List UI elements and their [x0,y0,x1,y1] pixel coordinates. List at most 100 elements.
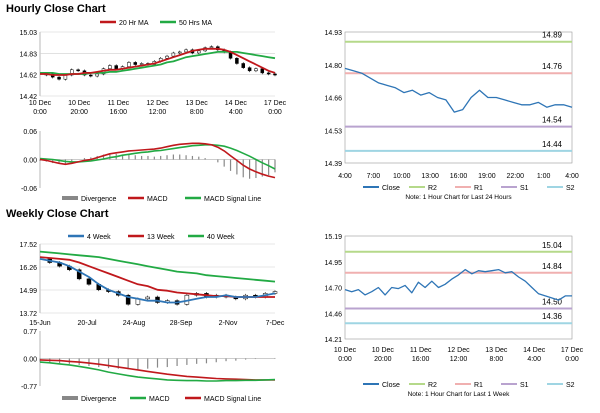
hourly-price-x-tick-5-time: 4:00 [229,109,243,116]
weekly-price-y-tick-2: 14.99 [19,288,37,295]
weekly-levels-level-s2-label: 14.36 [542,312,563,321]
hourly-price-candle-8 [89,74,93,77]
hourly-levels-y-tick-0: 14.93 [324,30,342,37]
weekly-legend-40-week-label: 40 Week [207,234,235,241]
hourly-price-candle-33 [247,67,252,72]
weekly-levels-legend-s1-label: S1 [520,382,529,389]
hourly-price-candle-5 [70,69,74,76]
hourly-price-x-tick-3-time: 12:00 [149,109,167,116]
hourly-section-title: Hourly Close Chart [6,3,106,15]
hourly-price-candle-3 [57,76,61,80]
weekly-4wk-line [39,258,276,304]
weekly-price-x-tick-2: 24-Aug [123,320,146,327]
hourly-price-candle-25 [197,50,201,54]
weekly-levels-x-tick-6-date: 17 Dec [561,347,584,354]
weekly-levels-x-tick-1-time: 20:00 [374,356,392,363]
hourly-levels-x-tick-0: 4:00 [338,173,352,180]
weekly-macd-signal-line [39,359,275,381]
hourly-levels-level-s1-label: 14.54 [542,116,563,125]
hourly-price-x-tick-6-time: 0:00 [268,109,282,116]
weekly-levels-legend-r1-label: R1 [474,382,483,389]
hourly-price-candle-36 [266,72,271,75]
hourly-macd-y-tick-0: 0.06 [23,129,37,136]
weekly-macd-line [39,361,276,382]
weekly-levels-plot-frame [344,235,573,340]
weekly-levels-x-tick-6-time: 0:00 [565,356,579,363]
weekly-legend-13-week-label: 13 Week [147,234,175,241]
hourly-levels-close-line [344,67,573,113]
weekly-price-x-tick-5: 7-Dec [266,320,285,327]
weekly-levels-x-tick-2-date: 11 Dec [410,347,432,354]
hourly-price-y-tick-0: 15.03 [19,30,37,37]
weekly-levels-x-tick-0-date: 10 Dec [334,347,357,354]
hourly-levels-y-tick-1: 14.80 [324,63,342,70]
weekly-price-candle-9 [125,294,131,305]
weekly-levels-x-tick-1-date: 10 Dec [372,347,395,354]
hourly-levels-x-tick-3: 13:00 [421,173,439,180]
weekly-section-title: Weekly Close Chart [6,208,109,220]
hourly-levels-x-tick-8: 4:00 [565,173,579,180]
hourly-price-candle-22 [177,51,182,54]
hourly-price-y-tick-1: 14.83 [19,51,37,58]
hourly-price-x-tick-4-time: 8:00 [190,109,204,116]
weekly-levels-x-tick-0-time: 0:00 [338,356,352,363]
hourly-price-x-tick-0-time: 0:00 [33,109,47,116]
weekly-legend-macd-label: MACD [149,396,170,403]
hourly-legend-divergence-label: Divergence [81,196,117,203]
hourly-levels-legend-close-label: Close [382,185,400,192]
hourly-macd-y-tick-1: 0.00 [23,158,37,165]
hourly-price-x-tick-4-date: 13 Dec [186,100,209,107]
hourly-price-candle-34 [254,68,258,72]
weekly-levels-y-tick-2: 14.70 [324,286,342,293]
weekly-levels-legend-close-label: Close [382,382,400,389]
hourly-price-candle-35 [260,68,265,74]
weekly-macd-y-tick-0: 0.77 [23,329,37,336]
hourly-price-candle-21 [171,52,176,57]
hourly-price-y-tick-3: 14.42 [19,94,37,101]
hourly-price-x-tick-2-date: 11 Dec [107,100,129,107]
weekly-levels-level-r1-label: 14.84 [542,262,563,271]
hourly-price-candle-20 [165,55,169,59]
hourly-price-x-tick-0-date: 10 Dec [29,100,52,107]
weekly-levels-y-tick-0: 15.19 [324,234,342,241]
hourly-price-x-tick-3-date: 12 Dec [146,100,169,107]
weekly-13wk-line [39,256,275,298]
weekly-40wk-line [39,250,276,283]
hourly-levels-x-tick-5: 19:00 [478,173,496,180]
hourly-legend-50hrs-ma-label: 50 Hrs MA [179,20,212,27]
hourly-price-x-tick-5-date: 14 Dec [225,100,248,107]
hourly-levels-x-tick-7: 1:00 [537,173,551,180]
weekly-levels-legend-s2-label: S2 [566,382,575,389]
weekly-price-y-tick-1: 16.26 [19,265,37,272]
hourly-levels-x-tick-1: 7:00 [367,173,381,180]
weekly-macd-y-tick-2: -0.77 [21,384,37,391]
hourly-price-candle-31 [235,57,239,64]
hourly-price-candle-16 [139,63,144,65]
weekly-price-candle-5 [86,278,92,285]
weekly-price-x-tick-4: 2-Nov [219,320,238,327]
weekly-levels-legend-r2-label: R2 [428,382,437,389]
hourly-legend-macd-signal-label: MACD Signal Line [204,196,261,203]
weekly-macd-y-tick-1: 0.00 [23,357,37,364]
weekly-levels-level-r2-label: 15.04 [542,241,563,250]
hourly-levels-note: Note: 1 Hour Chart for Last 24 Hours [405,194,512,201]
weekly-price-x-tick-1: 20-Jul [77,320,97,327]
hourly-price-candle-15 [133,62,138,65]
hourly-levels-plot-frame [344,31,573,164]
hourly-price-y-tick-2: 14.62 [19,73,37,80]
hourly-price-candle-37 [273,73,277,76]
hourly-levels-level-r2-label: 14.89 [542,31,563,40]
hourly-macd-y-tick-2: -0.06 [21,186,37,193]
hourly-price-candle-27 [209,46,214,48]
weekly-levels-x-tick-4-date: 13 Dec [485,347,508,354]
hourly-levels-level-r1-label: 14.76 [542,62,563,71]
weekly-levels-x-tick-3-time: 12:00 [450,356,468,363]
weekly-levels-x-tick-4-time: 8:00 [490,356,504,363]
hourly-legend-20hr-ma-label: 20 Hr MA [119,20,149,27]
weekly-price-candle-24 [272,291,278,294]
hourly-price-x-tick-2-time: 16:00 [110,109,128,116]
weekly-price-y-tick-0: 17.52 [19,242,37,249]
hourly-levels-legend-s1-label: S1 [520,185,529,192]
hourly-levels-x-tick-2: 10:00 [393,173,411,180]
hourly-levels-y-tick-4: 14.39 [324,161,342,168]
